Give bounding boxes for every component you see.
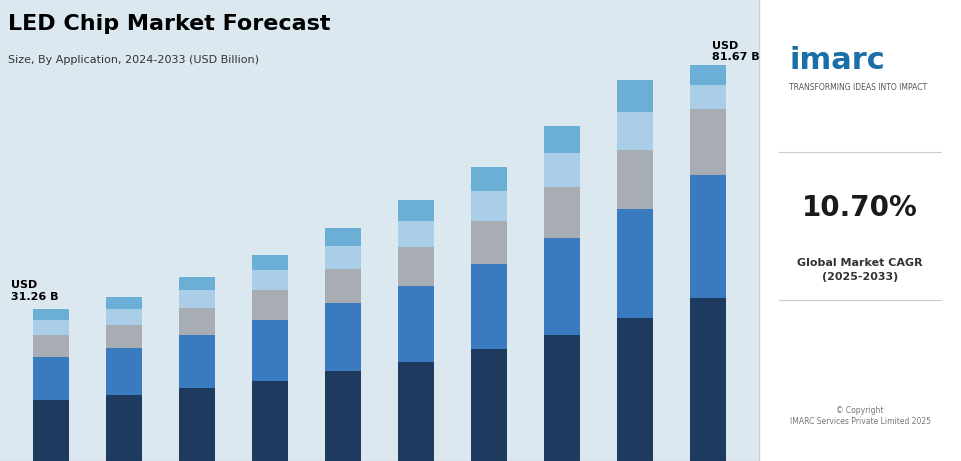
Bar [544, 238, 580, 335]
Text: Global Market CAGR
(2025-2033): Global Market CAGR (2025-2033) [798, 258, 923, 282]
Bar [106, 396, 142, 461]
Bar [33, 309, 69, 320]
Bar [33, 357, 69, 400]
Bar [544, 335, 580, 461]
Bar [33, 335, 69, 357]
Text: TRANSFORMING IDEAS INTO IMPACT: TRANSFORMING IDEAS INTO IMPACT [790, 83, 927, 92]
Bar [690, 109, 727, 175]
Bar [325, 371, 361, 461]
Bar [252, 381, 288, 461]
Text: © Copyright
IMARC Services Private Limited 2025: © Copyright IMARC Services Private Limit… [790, 406, 930, 426]
Bar [106, 309, 142, 325]
Bar [398, 286, 434, 361]
Bar [325, 246, 361, 269]
Text: USD
31.26 B: USD 31.26 B [11, 280, 59, 302]
Bar [690, 175, 727, 298]
Bar [617, 318, 653, 461]
Bar [617, 80, 653, 112]
Bar [471, 349, 507, 461]
Bar [398, 248, 434, 286]
Bar [471, 221, 507, 265]
Bar [471, 265, 507, 349]
Bar [690, 65, 727, 85]
Bar [544, 126, 580, 153]
Bar [617, 150, 653, 209]
Bar [252, 255, 288, 270]
Bar [252, 270, 288, 290]
Bar [325, 269, 361, 303]
Text: 10.70%: 10.70% [802, 194, 918, 222]
Text: Size, By Application, 2024-2033 (USD Billion): Size, By Application, 2024-2033 (USD Bil… [8, 55, 259, 65]
Bar [106, 297, 142, 309]
Bar [544, 153, 580, 187]
Text: USD
81.67 B: USD 81.67 B [712, 41, 759, 62]
Bar [398, 201, 434, 221]
Text: LED Chip Market Forecast: LED Chip Market Forecast [8, 14, 330, 34]
Bar [325, 303, 361, 371]
Bar [179, 335, 215, 388]
Bar [179, 290, 215, 308]
Bar [252, 290, 288, 320]
Bar [471, 167, 507, 191]
Bar [617, 209, 653, 318]
Bar [398, 361, 434, 461]
Bar [252, 320, 288, 381]
Bar [544, 187, 580, 238]
Bar [690, 85, 727, 109]
Bar [179, 388, 215, 461]
Bar [471, 191, 507, 221]
Bar [33, 400, 69, 461]
Bar [617, 112, 653, 150]
Bar [179, 308, 215, 335]
Bar [179, 277, 215, 290]
Bar [398, 221, 434, 248]
Bar [106, 325, 142, 348]
Text: imarc: imarc [790, 46, 885, 75]
Bar [690, 298, 727, 461]
Bar [33, 320, 69, 335]
Bar [325, 228, 361, 246]
Bar [106, 348, 142, 396]
